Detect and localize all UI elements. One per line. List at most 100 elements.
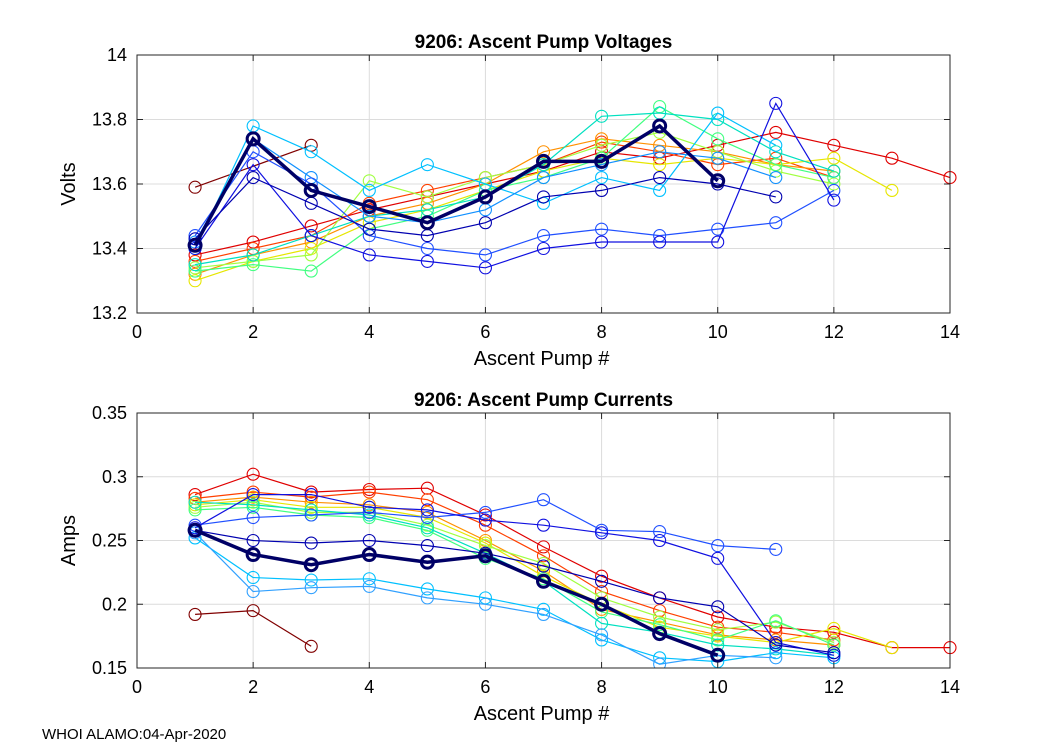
data-point: [420, 539, 434, 553]
data-point: [478, 216, 492, 230]
data-point: [653, 145, 667, 159]
data-point: [711, 106, 725, 120]
data-point: [769, 614, 783, 628]
y-tick-label: 0.15: [92, 658, 127, 678]
data-point: [536, 540, 551, 554]
data-point: [595, 569, 609, 583]
data-point: [304, 508, 318, 522]
series-group: [187, 467, 957, 668]
series-line-highlight-latest: [193, 123, 719, 247]
series-line-profile-1: [195, 609, 312, 647]
series-line-profile-11: [194, 151, 835, 256]
data-point: [827, 193, 841, 207]
data-point: [769, 646, 783, 660]
data-point: [303, 557, 319, 573]
y-axis-label: Volts: [58, 162, 80, 205]
data-point: [246, 584, 260, 599]
x-tick-label: 2: [248, 677, 258, 697]
series-line-profile-13: [194, 176, 776, 240]
data-point: [362, 222, 376, 236]
data-point: [188, 264, 202, 278]
data-point: [420, 241, 434, 256]
data-point: [420, 591, 434, 605]
data-point: [594, 153, 610, 169]
data-point: [304, 145, 318, 159]
data-point: [827, 164, 841, 178]
data-point: [246, 171, 260, 185]
data-point: [362, 174, 376, 188]
data-point: [769, 216, 783, 230]
data-point: [536, 559, 551, 573]
data-point: [477, 189, 493, 205]
data-point: [595, 171, 609, 185]
series-line-profile-12: [194, 494, 835, 656]
data-point: [304, 488, 318, 502]
x-tick-label: 6: [480, 322, 490, 342]
data-point: [827, 621, 841, 636]
data-point: [653, 591, 667, 605]
data-point: [478, 261, 492, 275]
data-point: [536, 229, 551, 243]
series-line-profile-6: [195, 501, 835, 644]
data-point: [188, 180, 202, 194]
series-line-profile-13: [194, 529, 834, 654]
series-group: [187, 96, 957, 288]
x-tick-label: 8: [597, 677, 607, 697]
x-axis-label: Ascent Pump #: [474, 703, 611, 725]
data-point: [361, 199, 377, 215]
data-point: [188, 261, 202, 275]
x-tick-label: 6: [480, 677, 490, 697]
data-point: [304, 503, 318, 517]
x-tick-label: 8: [597, 322, 607, 342]
series-line-profile-1: [194, 144, 312, 188]
data-point: [246, 533, 260, 548]
data-point: [827, 625, 841, 639]
data-point: [246, 467, 260, 481]
data-point: [711, 623, 725, 637]
data-point: [304, 581, 318, 595]
x-tick-label: 14: [940, 322, 960, 342]
data-point: [246, 510, 260, 525]
data-point: [653, 610, 667, 624]
x-tick-label: 2: [248, 322, 258, 342]
data-point: [536, 549, 551, 563]
data-point: [711, 633, 725, 647]
data-point: [711, 551, 725, 565]
data-point: [304, 573, 318, 587]
data-point: [420, 503, 434, 517]
data-point: [769, 145, 783, 159]
data-point: [885, 151, 899, 165]
series-line-profile-4: [195, 496, 834, 646]
data-point: [769, 171, 783, 185]
data-point: [653, 158, 667, 172]
y-tick-label: 13.6: [92, 174, 127, 194]
data-point: [362, 505, 376, 520]
data-point: [595, 633, 609, 647]
data-point: [769, 158, 783, 172]
data-point: [595, 183, 609, 197]
data-point: [653, 525, 667, 539]
data-point: [362, 533, 376, 548]
data-point: [419, 215, 435, 231]
data-point: [595, 138, 609, 152]
data-point: [653, 235, 667, 249]
current-chart: 0 2 4 6 8 10 12 14 0.15 0.2 0.25 0.3 0.35 9206: Ascen…: [58, 390, 960, 725]
data-point: [478, 539, 492, 553]
y-tick-label: 0.35: [92, 403, 127, 423]
data-point: [769, 542, 783, 556]
data-point: [711, 132, 725, 146]
data-point: [304, 495, 318, 509]
data-point: [536, 153, 551, 169]
data-point: [827, 138, 841, 152]
data-point: [711, 539, 725, 553]
footer-label: WHOI ALAMO:04-Apr-2020: [42, 726, 227, 743]
data-point: [769, 138, 783, 152]
data-point: [304, 536, 318, 550]
data-point: [246, 604, 260, 618]
data-point: [362, 485, 376, 499]
data-point: [595, 628, 609, 642]
data-point: [885, 183, 899, 197]
chart-title: 9206: Ascent Pump Voltages: [415, 32, 673, 53]
data-point: [711, 638, 725, 652]
x-tick-label: 10: [708, 677, 728, 697]
